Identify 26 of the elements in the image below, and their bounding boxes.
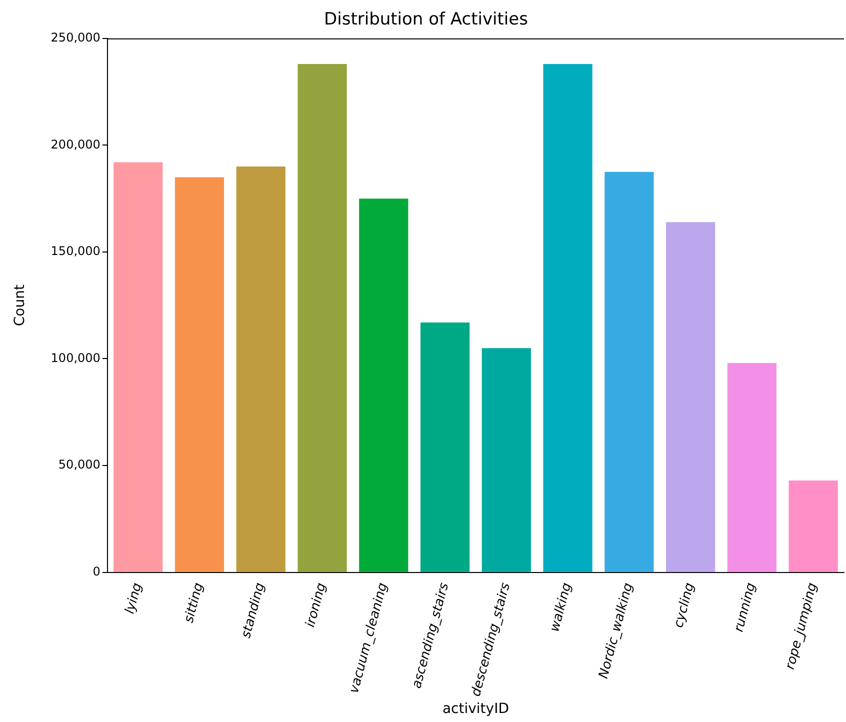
bar: [788, 480, 838, 572]
y-tick-label: 100,000: [50, 350, 100, 365]
y-tick-label: 0: [92, 564, 100, 578]
bar: [604, 172, 654, 572]
bar: [236, 166, 286, 572]
y-axis-title: Count: [12, 284, 28, 326]
bar: [420, 322, 470, 572]
bar: [727, 363, 776, 572]
bar: [482, 348, 531, 572]
bar: [298, 64, 347, 572]
x-tick-label: lying: [122, 581, 146, 616]
bar: [666, 222, 716, 572]
bar: [114, 162, 163, 572]
bar: [359, 198, 408, 572]
chart-title: Distribution of Activities: [324, 10, 528, 30]
x-axis-title: activityID: [442, 701, 509, 718]
x-tick-label: sitting: [182, 581, 207, 625]
y-tick-label: 200,000: [50, 137, 100, 152]
x-tick-label: cycling: [671, 581, 698, 630]
x-tick-label: running: [732, 581, 760, 634]
y-tick-label: 50,000: [58, 458, 100, 472]
bar: [543, 64, 592, 572]
y-tick-label: 150,000: [50, 244, 100, 258]
x-tick-label: walking: [548, 581, 575, 634]
y-tick-label: 250,000: [50, 30, 100, 45]
bar: [174, 177, 224, 572]
